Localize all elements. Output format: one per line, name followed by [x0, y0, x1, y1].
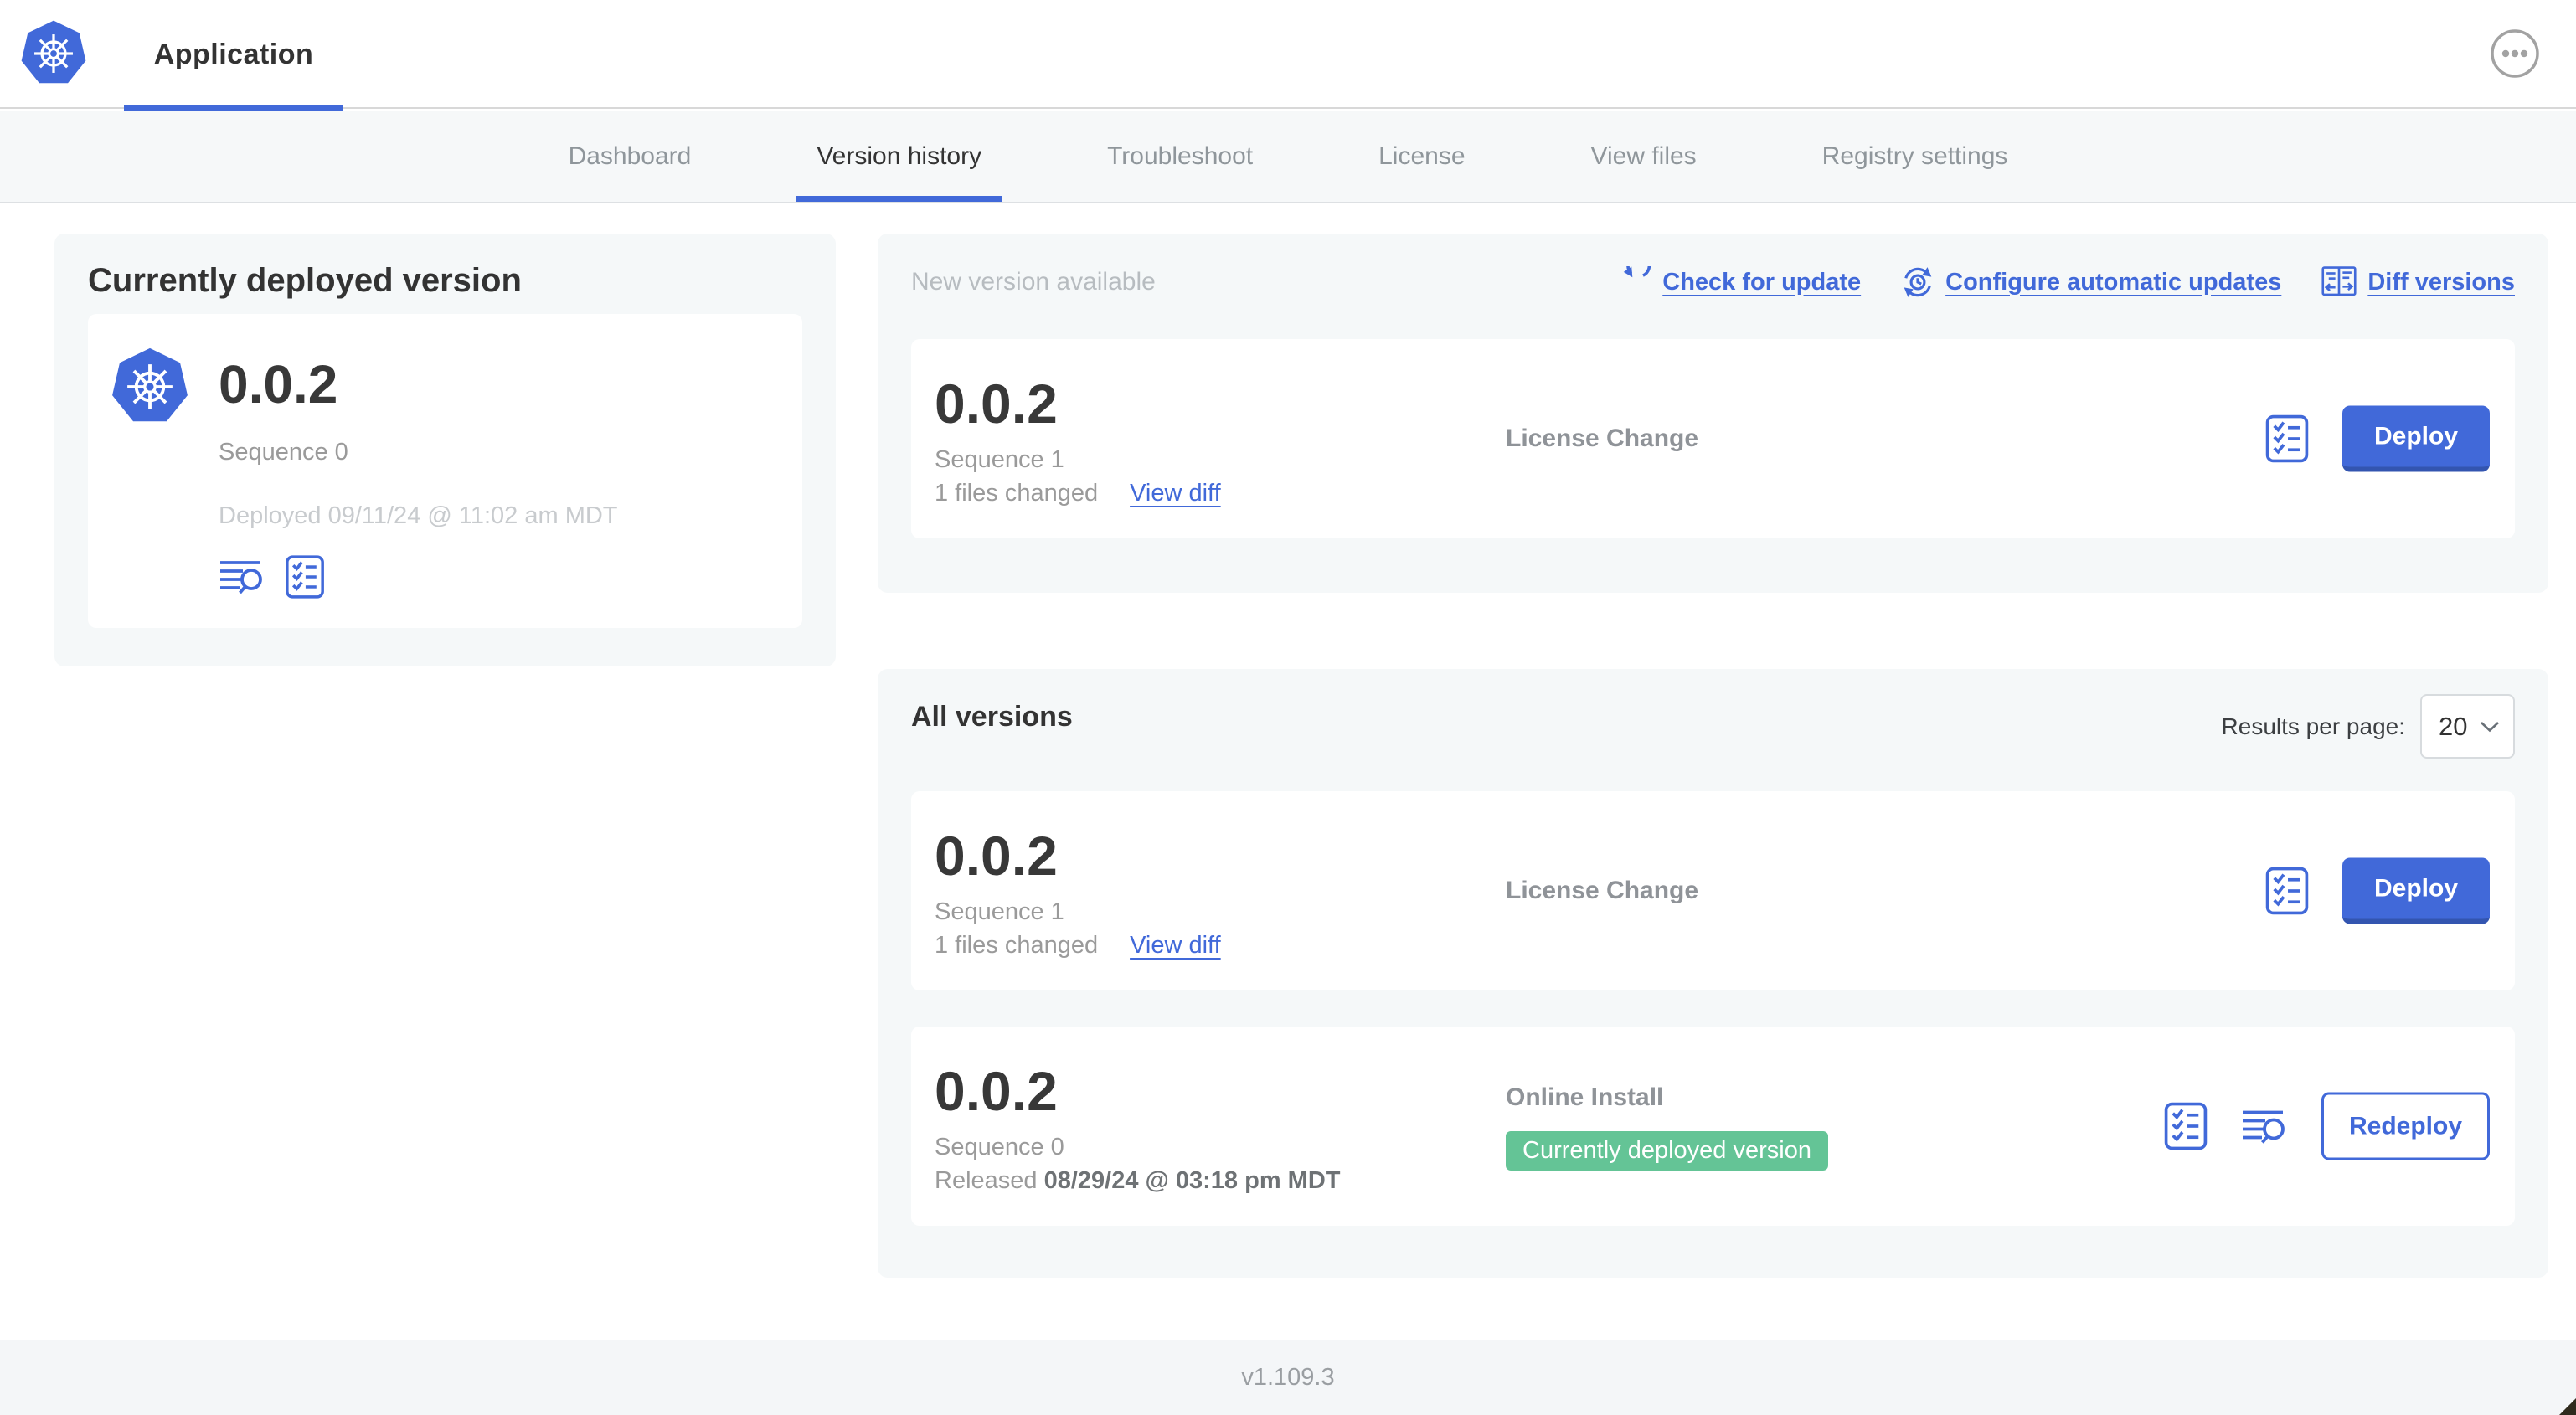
more-menu-button[interactable] [2490, 28, 2540, 79]
view-diff-link[interactable]: View diff [1130, 480, 1221, 507]
current-version-number: 0.0.2 [219, 354, 338, 414]
logs-icon [219, 558, 265, 595]
app-tab-active-underline [124, 105, 343, 111]
version-row: 0.0.2 Sequence 1 1 files changed View di… [911, 791, 2515, 990]
tab-dashboard[interactable]: Dashboard [568, 142, 692, 170]
redeploy-button[interactable]: Redeploy [2321, 1092, 2490, 1160]
app-subnav: Dashboard Version history Troubleshoot L… [0, 111, 2576, 203]
deploy-button[interactable]: Deploy [2342, 405, 2490, 472]
checklist-icon [2265, 414, 2309, 463]
version-sequence: Sequence 1 [935, 898, 1064, 925]
release-notes-button[interactable] [2265, 867, 2309, 915]
configure-automatic-updates-link[interactable]: Configure automatic updates [1901, 265, 2281, 299]
app-tab[interactable]: Application [124, 0, 343, 111]
new-version-card: 0.0.2 Sequence 1 1 files changed View di… [911, 339, 2515, 538]
app-header: Application [0, 0, 2576, 111]
tab-troubleshoot[interactable]: Troubleshoot [1107, 142, 1254, 170]
all-versions-title: All versions [911, 701, 1073, 733]
release-notes-button[interactable] [2164, 1102, 2208, 1150]
release-notes-button[interactable] [286, 555, 324, 599]
currently-deployed-title: Currently deployed version [88, 262, 522, 299]
version-sequence: Sequence 1 [935, 446, 1064, 473]
kubernetes-app-icon [110, 346, 190, 428]
cursor-artifact [2559, 1398, 2576, 1415]
new-version-panel: New version available Check for update [878, 234, 2548, 593]
version-source-label: Online Install [1506, 1083, 1664, 1111]
version-source-label: License Change [1506, 877, 1699, 904]
version-source-label: License Change [1506, 424, 1699, 452]
console-version: v1.109.3 [1241, 1364, 1335, 1391]
deploy-button[interactable]: Deploy [2342, 857, 2490, 924]
currently-deployed-badge: Currently deployed version [1506, 1130, 1828, 1171]
release-notes-button[interactable] [2265, 414, 2309, 463]
current-version-deployed-timestamp: Deployed 09/11/24 @ 11:02 am MDT [219, 502, 618, 529]
diff-icon [2321, 265, 2357, 299]
view-logs-button[interactable] [2241, 1108, 2288, 1145]
version-sequence: Sequence 0 [935, 1134, 1064, 1160]
refresh-icon [1620, 266, 1651, 298]
logs-icon [2241, 1108, 2288, 1145]
tab-view-files[interactable]: View files [1590, 142, 1697, 170]
kubernetes-logo-icon [19, 18, 88, 89]
results-per-page-select[interactable]: 20 [2420, 694, 2515, 759]
diff-versions-link[interactable]: Diff versions [2321, 265, 2515, 299]
version-number: 0.0.2 [935, 373, 1058, 435]
check-for-update-link[interactable]: Check for update [1620, 266, 1861, 298]
tab-registry-settings[interactable]: Registry settings [1821, 142, 2008, 170]
results-per-page-label: Results per page: [2221, 713, 2405, 739]
version-number: 0.0.2 [935, 1060, 1058, 1122]
chevron-down-icon [2480, 721, 2500, 733]
checklist-icon [286, 555, 324, 599]
checklist-icon [2265, 867, 2309, 915]
currently-deployed-card: 0.0.2 Sequence 0 Deployed 09/11/24 @ 11:… [88, 314, 802, 628]
currently-deployed-panel: Currently deployed version 0.0.2 Sequenc… [54, 234, 836, 666]
results-per-page-value: 20 [2439, 711, 2468, 741]
schedule-refresh-icon [1901, 265, 1935, 299]
app-footer: v1.109.3 [0, 1340, 2576, 1415]
version-number: 0.0.2 [935, 825, 1058, 887]
all-versions-panel: All versions Results per page: 20 0.0.2 … [878, 669, 2548, 1278]
checklist-icon [2164, 1102, 2208, 1150]
version-row: 0.0.2 Sequence 0 Released 08/29/24 @ 03:… [911, 1027, 2515, 1226]
files-changed-label: 1 files changed [935, 480, 1099, 507]
new-version-title: New version available [911, 268, 1156, 296]
view-logs-button[interactable] [219, 558, 265, 595]
tab-license[interactable]: License [1378, 142, 1466, 170]
files-changed-label: 1 files changed [935, 932, 1099, 959]
version-released-timestamp: Released 08/29/24 @ 03:18 pm MDT [935, 1167, 1341, 1194]
view-diff-link[interactable]: View diff [1130, 932, 1221, 959]
current-version-sequence: Sequence 0 [219, 439, 348, 466]
tab-version-history[interactable]: Version history [796, 111, 1002, 202]
ellipsis-circle-icon [2490, 28, 2540, 79]
app-title: Application [153, 38, 314, 70]
